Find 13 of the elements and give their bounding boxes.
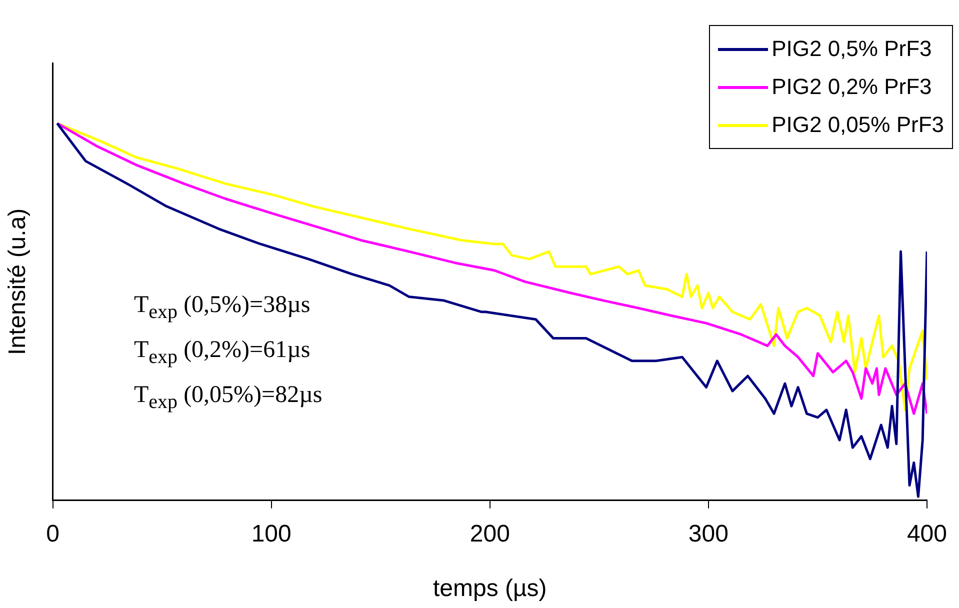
legend-label: PIG2 0,5% PrF3	[772, 36, 932, 62]
annotation: T$_{exp}$ (0,5%)=38µs	[134, 291, 312, 325]
x-axis-title: temps (µs)	[432, 575, 547, 602]
annotation: T$_{exp}$ (0,05%)=82µs	[134, 380, 322, 414]
x-tick-label: 300	[688, 520, 728, 548]
x-tick-label: 400	[906, 520, 947, 548]
x-tick-label: 0	[46, 520, 60, 548]
x-tick-label: 200	[470, 520, 510, 548]
legend-label: PIG2 0,2% PrF3	[772, 74, 932, 100]
x-tick-label: 100	[251, 520, 292, 548]
annotation: T$_{exp}$ (0,2%)=61µs	[134, 336, 312, 370]
y-axis-title: Intensité (u.a)	[4, 208, 32, 356]
legend-label: PIG2 0,05% PrF3	[772, 112, 944, 138]
